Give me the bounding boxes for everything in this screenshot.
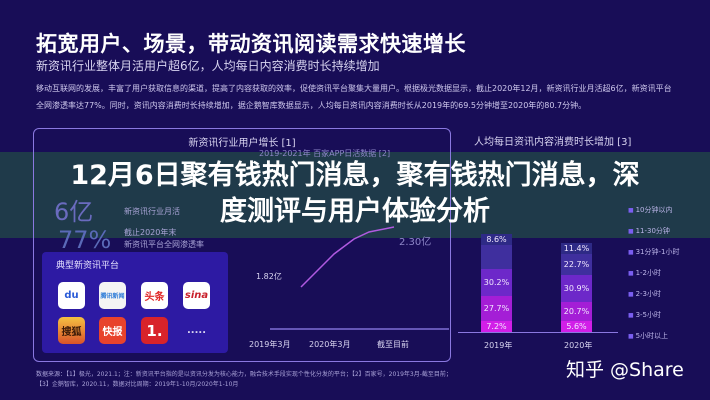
footnote-line: 数据来源：【1】极光，2021.1；注：新资讯平台指的是以资讯分发为核心能力，融…: [36, 371, 452, 378]
slide-body: 移动互联网的发展，丰富了用户获取信息的渠道，提高了内容获取的效率，促使资讯平台聚…: [36, 84, 672, 110]
headline: 12月6日聚有钱热门消息，聚有钱热门消息，深 度测评与用户体验分析: [0, 158, 710, 230]
toutiao-app-icon: 头条: [141, 282, 168, 309]
sina-app-icon: sina: [183, 282, 210, 309]
point-label: 1.82亿: [256, 272, 282, 281]
panel-title: 人均每日资讯内容消费时长增加 [3]: [474, 137, 632, 148]
headline-line: 12月6日聚有钱热门消息，聚有钱热门消息，深: [70, 160, 640, 191]
legend-item: 10分钟以内: [628, 200, 679, 221]
tencent-news-app-icon: 腾讯新闻: [99, 282, 126, 309]
stat-mau-label: 新资讯行业月活: [124, 207, 180, 216]
stat-penetration-value: 77%: [58, 226, 112, 254]
x-tick: 2020年: [564, 341, 593, 350]
bar-segment: 30.2%: [481, 268, 512, 297]
consumption-time-panel: 人均每日资讯内容消费时长增加 [3]: [452, 128, 710, 148]
panel-title: 新资讯行业用户增长 [1]: [188, 138, 296, 149]
slide-title: 拓宽用户、场景，带动资讯阅读需求快速增长: [36, 32, 466, 56]
baidu-app-icon: du: [58, 282, 85, 309]
kuaibao-app-icon: 快报: [99, 317, 126, 344]
stat-penetration-label: 截止2020年末: [124, 228, 177, 237]
user-growth-line-chart: [270, 226, 449, 330]
platforms-label: 典型新资讯平台: [56, 261, 120, 271]
bar-2019: 7.2% 27.7% 30.2% 8.6%: [481, 232, 512, 332]
footnote: 数据来源：【1】极光，2021.1；注：新资讯平台指的是以资讯分发为核心能力，融…: [36, 370, 496, 390]
point-label: 2.30亿: [399, 237, 432, 248]
stat-penetration-label: 新资讯平台全网渗透率: [124, 240, 204, 249]
yidian-app-icon: 1.: [141, 317, 168, 344]
slide-subtitle: 新资讯行业整体月活用户超6亿，人均每日内容消费时长持续增加: [36, 59, 380, 73]
sohu-app-icon: 搜狐: [58, 317, 85, 344]
x-tick: 2019年: [484, 341, 513, 350]
bar-segment: 22.7%: [561, 254, 592, 275]
chart-subtitle: 2019-2021年 百家APP日活数据 [2]: [259, 149, 391, 158]
legend-item: 11-30分钟: [628, 221, 679, 242]
user-growth-panel: 新资讯行业用户增长 [1] 2019-2021年 百家APP日活数据 [2] 1…: [33, 128, 451, 362]
legend-item: 2-3小时: [628, 284, 679, 305]
more-apps-icon: .....: [187, 325, 206, 336]
bar-segment: 11.4%: [561, 243, 592, 255]
bar-segment: 30.9%: [561, 274, 592, 303]
growth-line: [300, 226, 395, 288]
legend: 10分钟以内 11-30分钟 31分钟-1小时 1-2小时 2-3小时 3-5小…: [628, 200, 680, 347]
bar-segment: 20.7%: [561, 302, 592, 321]
legend-item: 3-5小时: [628, 305, 679, 326]
x-axis: [458, 332, 618, 333]
bar-segment: 27.7%: [481, 296, 512, 321]
x-tick: 2020年3月: [309, 340, 351, 349]
stat-mau-value: 6亿: [54, 198, 94, 226]
headline-overlay: [0, 152, 710, 238]
bar-segment: 7.2%: [481, 321, 512, 332]
x-tick: 2019年3月: [249, 340, 291, 349]
bar-segment: 5.6%: [561, 321, 592, 332]
platforms-box: 典型新资讯平台 du 腾讯新闻 头条 sina 搜狐 快报 1. .....: [42, 252, 228, 353]
headline-line: 度测评与用户体验分析: [220, 196, 490, 227]
bar-2020: 5.6% 20.7% 30.9% 22.7% 11.4%: [561, 232, 592, 332]
bar-segment: [481, 245, 512, 269]
legend-item: 1-2小时: [628, 263, 679, 284]
legend-item: 5小时以上: [628, 326, 679, 347]
legend-item: 31分钟-1小时: [628, 242, 680, 263]
x-tick: 截至目前: [377, 340, 409, 349]
bar-segment: 8.6%: [481, 234, 512, 246]
watermark: 知乎 @Share: [566, 359, 684, 381]
footnote-line: 【3】企鹅智库，2020.11，数据对比周期：2019年1-10月/2020年1…: [36, 381, 239, 388]
